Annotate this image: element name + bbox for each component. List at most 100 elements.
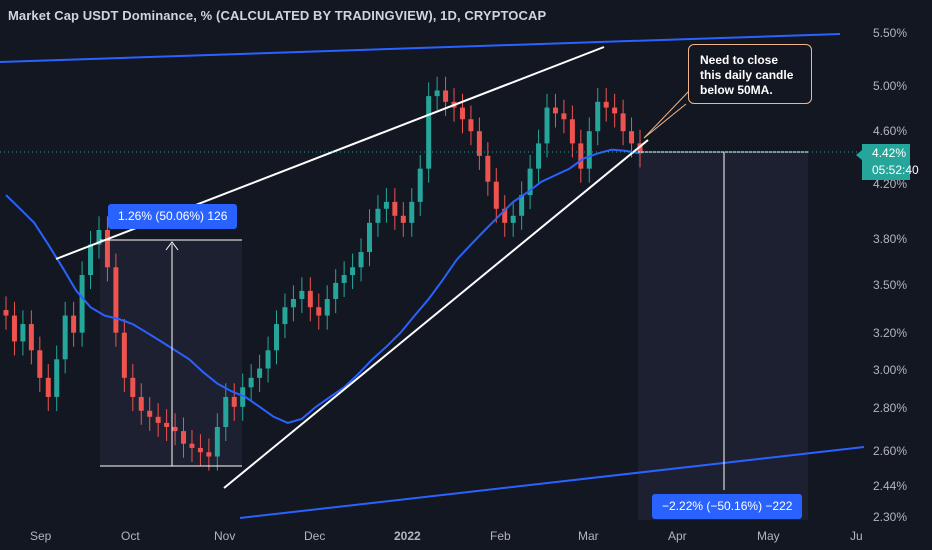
- y-tick-label: 3.00%: [873, 363, 907, 377]
- candle-body: [409, 201, 415, 223]
- candle-body: [468, 119, 474, 132]
- y-tick-label: 4.20%: [873, 177, 907, 191]
- candles: [3, 76, 643, 471]
- candle-body: [434, 90, 440, 97]
- candle-body: [476, 131, 482, 156]
- candle-body: [510, 215, 516, 223]
- y-tick-label: 2.60%: [873, 444, 907, 458]
- candle-body: [79, 275, 85, 333]
- candle-body: [569, 119, 575, 144]
- candle-body: [443, 90, 449, 102]
- x-axis[interactable]: Sep Oct Nov Dec 2022 Feb Mar Apr May Ju: [30, 529, 863, 543]
- candle-body: [28, 324, 34, 351]
- candle-body: [502, 208, 508, 223]
- channel-line-lower[interactable]: [239, 446, 865, 519]
- candle-body: [11, 315, 17, 342]
- candle-body: [392, 201, 398, 216]
- candle-body: [333, 282, 339, 300]
- candle-body: [595, 101, 601, 132]
- candle-body: [20, 324, 26, 342]
- measure-label-up[interactable]: 1.26% (50.06%) 126: [108, 204, 238, 229]
- last-price-value: 4.42%: [872, 146, 907, 160]
- candle-body: [231, 396, 237, 407]
- candle-body: [138, 396, 144, 411]
- candle-body: [54, 359, 60, 397]
- candle-body: [214, 426, 220, 457]
- candle-body: [629, 131, 635, 144]
- candle-body: [519, 195, 525, 216]
- x-tick-label: May: [757, 529, 780, 543]
- candle-body: [121, 332, 127, 378]
- candle-body: [265, 350, 271, 369]
- candle-body: [88, 244, 94, 276]
- y-tick-label: 5.00%: [873, 79, 907, 93]
- candle-body: [637, 143, 643, 154]
- candle-body: [341, 275, 347, 283]
- candle-body: [544, 107, 550, 144]
- y-tick-label: 5.50%: [873, 26, 907, 40]
- x-tick-label: Feb: [490, 529, 511, 543]
- candle-body: [181, 431, 187, 444]
- last-price-tag: 4.42% 05:52:40: [856, 144, 919, 180]
- candle-body: [62, 315, 68, 360]
- candle-body: [147, 410, 153, 417]
- measure-zone-up: [100, 240, 242, 466]
- candle-body: [603, 101, 609, 108]
- candle-body: [104, 230, 110, 268]
- candle-body: [383, 201, 389, 209]
- y-tick-label: 3.20%: [873, 326, 907, 340]
- candle-body: [197, 447, 203, 453]
- candle-body: [282, 307, 288, 325]
- candle-body: [612, 107, 618, 114]
- candle-body: [155, 416, 161, 423]
- x-tick-label: Ju: [850, 529, 863, 543]
- candle-countdown: 05:52:40: [872, 163, 919, 177]
- x-tick-label: Oct: [121, 529, 140, 543]
- candle-body: [350, 267, 356, 276]
- candle-body: [3, 310, 9, 316]
- candle-body: [113, 267, 119, 333]
- candle-body: [400, 215, 406, 223]
- candle-body: [45, 377, 51, 397]
- y-tick-label: 3.50%: [873, 278, 907, 292]
- candle-body: [417, 168, 423, 202]
- candle-body: [620, 113, 626, 132]
- candle-body: [240, 387, 246, 407]
- candle-body: [172, 426, 178, 432]
- candle-body: [164, 422, 170, 427]
- candle-body: [493, 181, 499, 209]
- candle-body: [527, 168, 533, 196]
- x-tick-label: Apr: [668, 529, 687, 543]
- candle-body: [459, 107, 465, 120]
- candle-body: [485, 155, 491, 182]
- measure-zone-down: [638, 152, 808, 520]
- callout-note[interactable]: Need to close this daily candle below 50…: [688, 44, 812, 104]
- x-tick-label: Sep: [30, 529, 52, 543]
- candle-body: [536, 143, 542, 169]
- y-tick-label: 2.30%: [873, 510, 907, 524]
- candle-body: [71, 315, 77, 333]
- candle-body: [257, 368, 263, 378]
- y-axis[interactable]: 5.50% 5.00% 4.60% 4.20% 3.80% 3.50% 3.20…: [873, 26, 907, 524]
- y-tick-label: 4.60%: [873, 124, 907, 138]
- candle-body: [358, 252, 364, 268]
- candle-body: [274, 324, 280, 351]
- candle-body: [307, 290, 313, 308]
- wedge-lower-trendline[interactable]: [223, 139, 649, 489]
- measure-label-down[interactable]: −2.22% (−50.16%) −222: [652, 494, 803, 519]
- candle-body: [248, 377, 254, 388]
- candle-body: [37, 350, 43, 378]
- candle-body: [426, 96, 432, 169]
- candle-body: [366, 222, 372, 253]
- channel-line-upper[interactable]: [0, 33, 841, 63]
- x-tick-label: Dec: [304, 529, 325, 543]
- candle-body: [223, 396, 229, 427]
- candle-body: [561, 113, 567, 120]
- y-tick-label: 2.80%: [873, 401, 907, 415]
- measure-up-arrowhead: [165, 241, 179, 251]
- candle-body: [96, 230, 102, 245]
- x-tick-label: Nov: [214, 529, 235, 543]
- y-tick-label: 2.44%: [873, 479, 907, 493]
- callout-pointer: [643, 89, 691, 139]
